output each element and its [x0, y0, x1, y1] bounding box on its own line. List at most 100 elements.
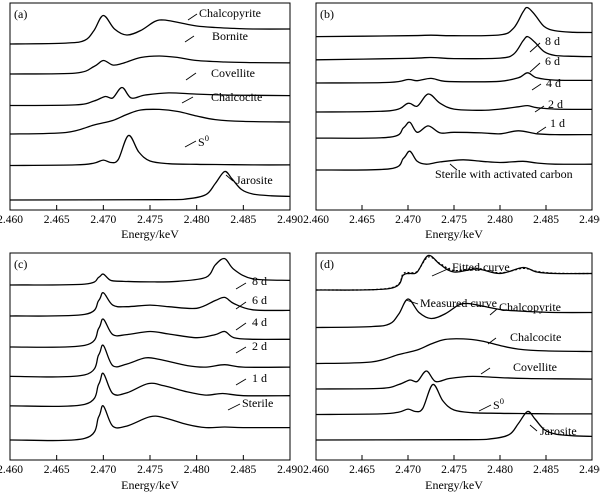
panel-d-label: (d): [320, 257, 334, 271]
leader-b-1d: [536, 126, 547, 134]
xtick-label-a-2: 2.470: [90, 214, 116, 226]
xtick-label-d-4: 2.480: [487, 464, 513, 476]
leader-d-jarosite: [529, 424, 538, 432]
curve-c-sterile: [9, 405, 291, 442]
label-a-s0-main: S: [198, 135, 205, 149]
panel-d-xlabel: Energy/keV: [425, 478, 483, 492]
label-d-jarosite: Jarosite: [540, 424, 577, 438]
leader-a-s0: [184, 140, 197, 148]
panel-b-xlabel: Energy/keV: [425, 227, 483, 241]
label-b-1d: 1 d: [550, 116, 565, 130]
curve-a-covellite: [9, 86, 291, 107]
panel-a-ticks: 2.460 2.465 2.470 2.475 2.480 2.485 2.490: [0, 205, 303, 226]
label-b-6d: 6 d: [545, 54, 560, 68]
xtick-label-c-5: 2.485: [230, 464, 256, 476]
panel-b: (b) 8 d 6 d 4 d 2 d 1 d Sterile with act…: [303, 2, 600, 241]
panel-b-curves: [315, 6, 593, 171]
label-c-6d: 6 d: [252, 293, 267, 307]
panel-a-leaders: [181, 13, 234, 182]
leader-c-6d: [235, 301, 247, 310]
curve-c-1-d: [9, 372, 291, 408]
label-c-4d: 4 d: [252, 315, 267, 329]
panel-a-label: (a): [14, 7, 27, 21]
label-d-fitted: Fitted curve: [452, 260, 510, 274]
curve-a-chalcocite: [9, 108, 291, 135]
panel-a: (a) Chalcopyrite Bornite Covellite Chalc…: [0, 2, 303, 241]
panel-d-ticks: 2.460 2.465 2.470 2.475 2.480 2.485 2.490: [303, 455, 600, 476]
panel-b-ticks: 2.460 2.465 2.470 2.475 2.480 2.485 2.490: [303, 205, 600, 226]
curve-d-chalcocite: [315, 338, 593, 365]
panel-c-label: (c): [14, 257, 27, 271]
label-a-chalcopyrite: Chalcopyrite: [199, 6, 261, 20]
label-c-1d: 1 d: [252, 371, 267, 385]
xtick-label-b-0: 2.460: [303, 214, 329, 226]
xtick-label-a-3: 2.475: [137, 214, 163, 226]
label-a-s0-sup: 0: [205, 133, 209, 143]
xtick-label-a-1: 2.465: [44, 214, 70, 226]
curve-c-6-d: [9, 292, 291, 317]
curve-d-chalcopyrite: [315, 298, 593, 329]
label-d-measured: Measured curve: [420, 296, 497, 310]
xtick-label-b-6: 2.490: [579, 214, 600, 226]
xtick-label-b-2: 2.470: [395, 214, 421, 226]
xtick-label-c-3: 2.475: [137, 464, 163, 476]
label-b-sterile: Sterile with activated carbon: [435, 167, 573, 181]
leader-d-s0: [478, 404, 492, 412]
curve-b-8-d: [315, 6, 593, 38]
xtick-label-d-1: 2.465: [349, 464, 375, 476]
leader-c-sterile: [227, 403, 241, 411]
leader-d-chalcopyrite: [489, 308, 498, 316]
xtick-label-b-3: 2.475: [441, 214, 467, 226]
panel-a-curves: [9, 14, 291, 201]
panel-a-xlabel: Energy/keV: [121, 227, 179, 241]
label-d-chalcopyrite: Chalcopyrite: [499, 300, 561, 314]
xtick-label-c-2: 2.470: [90, 464, 116, 476]
panel-c-xlabel: Energy/keV: [121, 478, 179, 492]
label-d-covellite: Covellite: [513, 360, 557, 374]
leader-c-4d: [235, 322, 247, 331]
xtick-label-b-4: 2.480: [487, 214, 513, 226]
leader-d-chalcocite: [487, 337, 497, 345]
curve-c-4-d: [9, 318, 291, 348]
label-b-4d: 4 d: [546, 76, 561, 90]
xtick-label-a-5: 2.485: [230, 214, 256, 226]
xtick-label-b-5: 2.485: [533, 214, 559, 226]
leader-a-bornite: [184, 35, 195, 43]
label-d-chalcocite: Chalcocite: [510, 330, 561, 344]
label-b-2d: 2 d: [548, 97, 563, 111]
panel-d: (d) Fitted curve Measured curve Chalcopy…: [303, 252, 600, 492]
curve-b-2-d: [315, 93, 593, 113]
curve-b-4-d: [315, 72, 593, 84]
label-a-s0: S0: [198, 133, 209, 149]
leader-a-chalcopyrite: [187, 13, 198, 21]
xtick-label-a-0: 2.460: [0, 214, 23, 226]
leader-d-fitted: [431, 267, 451, 277]
xtick-label-d-3: 2.475: [441, 464, 467, 476]
curve-b-sterile-with-activated-carbon: [315, 150, 593, 171]
leader-c-2d: [235, 346, 247, 354]
panel-d-leaders: [405, 267, 538, 432]
curve-a-bornite: [9, 55, 291, 75]
leader-b-8d: [529, 42, 541, 53]
leader-b-6d: [529, 62, 541, 73]
panel-c-leaders: [227, 282, 247, 411]
xtick-label-a-4: 2.480: [184, 214, 210, 226]
xtick-label-c-4: 2.480: [184, 464, 210, 476]
panel-c-curves: [9, 257, 291, 442]
curve-a-s0: [9, 134, 291, 167]
curve-b-1-d: [315, 121, 593, 139]
xtick-label-d-6: 2.490: [579, 464, 600, 476]
panel-d-curves: [315, 254, 593, 441]
curve-d-fitted-curve: [315, 256, 593, 291]
label-c-8d: 8 d: [252, 274, 267, 288]
label-a-covellite: Covellite: [211, 66, 255, 80]
leader-d-covellite: [480, 367, 491, 375]
label-a-jarosite: Jarosite: [236, 173, 273, 187]
leader-b-sterile: [449, 163, 458, 171]
panel-b-label: (b): [320, 7, 334, 21]
leader-a-covellite: [185, 72, 197, 81]
leader-c-8d: [235, 282, 247, 290]
xtick-label-d-5: 2.485: [533, 464, 559, 476]
curve-a-jarosite: [9, 170, 291, 201]
